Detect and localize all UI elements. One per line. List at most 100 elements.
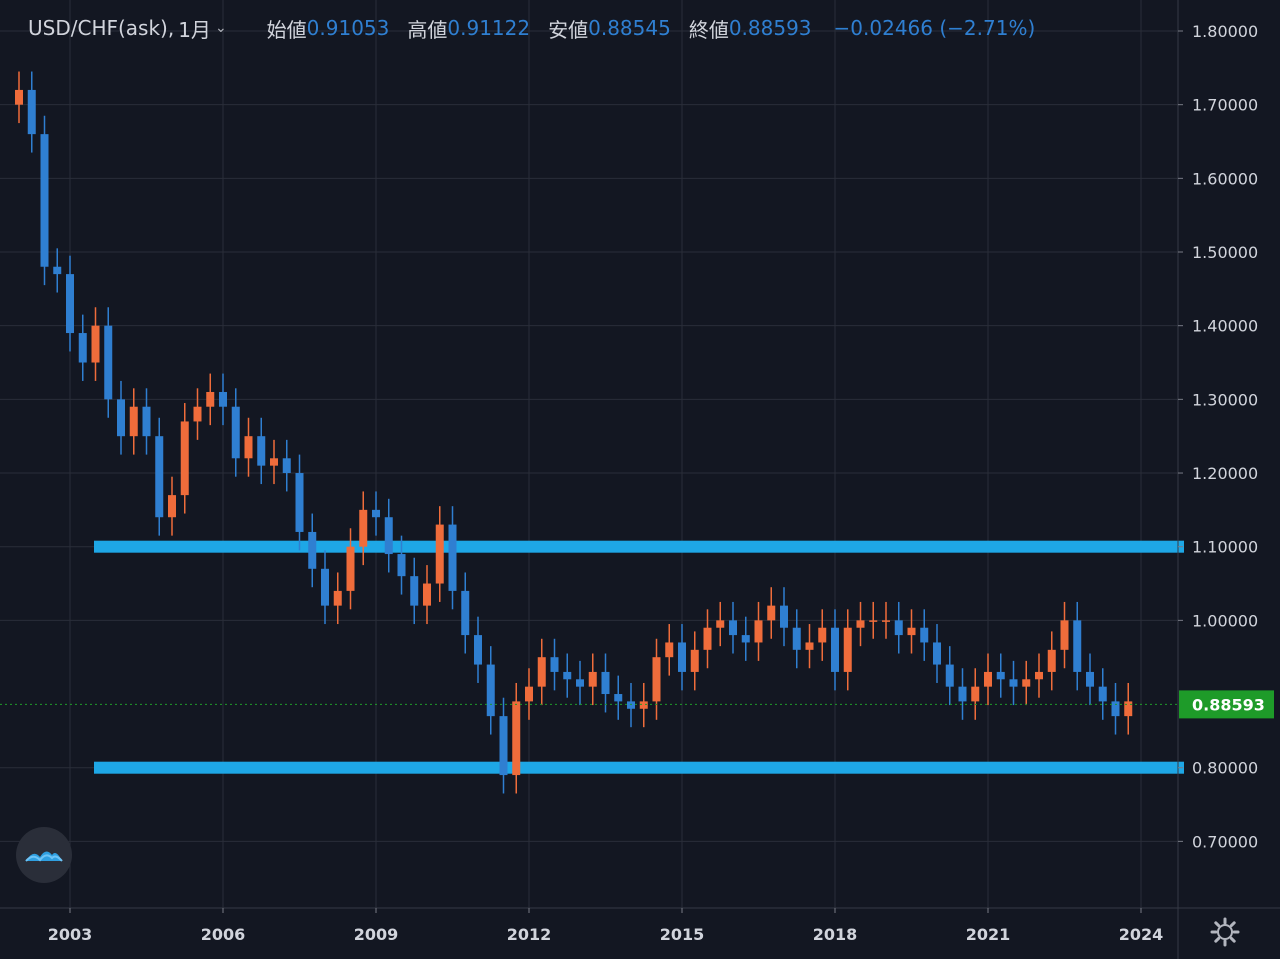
candle-body (525, 686, 533, 702)
candle-body (410, 576, 419, 606)
change-value: −0.02466 (−2.71%) (833, 16, 1036, 40)
time-tick-label: 2003 (48, 925, 93, 944)
candle-body (716, 620, 725, 628)
candle-body (729, 620, 737, 636)
time-tick-label: 2021 (966, 925, 1011, 944)
candle-body (767, 605, 776, 621)
open-value: 0.91053 (306, 16, 390, 40)
candle-body (576, 679, 584, 687)
candle-body (219, 391, 227, 407)
time-tick-label: 2012 (507, 925, 552, 944)
candle-body (665, 642, 674, 658)
price-tick-label: 1.30000 (1192, 390, 1258, 409)
candle-body (397, 554, 406, 577)
candle-body (933, 642, 941, 665)
candle-body (805, 642, 814, 650)
candle-body (869, 620, 878, 622)
candle-body (231, 406, 240, 459)
candle-body (627, 701, 635, 709)
candle-body (474, 635, 482, 665)
high-label: 高値 (407, 17, 448, 42)
horizontal-level-line (94, 540, 1184, 553)
candle-body (295, 473, 304, 532)
candle-body (53, 266, 62, 275)
interval-label[interactable]: 1月 (178, 17, 211, 42)
candle-body (142, 406, 151, 437)
candle-body (104, 325, 113, 400)
candle-body (792, 627, 801, 650)
candle-body (882, 620, 890, 622)
candle-body (639, 701, 648, 709)
gear-icon[interactable] (1208, 915, 1242, 949)
candle-body (308, 531, 317, 569)
tradingview-logo-icon[interactable] (16, 827, 72, 883)
candle-body (257, 436, 266, 466)
price-tick-label: 1.80000 (1192, 22, 1258, 41)
price-tick-label: 1.70000 (1192, 96, 1258, 115)
candle-body (372, 509, 380, 518)
price-tick-label: 1.20000 (1192, 464, 1258, 483)
candle-body (958, 686, 967, 702)
candle-body (244, 436, 253, 459)
candle-body (1022, 679, 1031, 687)
candle-body (499, 716, 508, 776)
candle-body (984, 671, 992, 687)
candle-body (461, 590, 470, 636)
last-price-badge (1179, 690, 1274, 719)
candle-body (907, 627, 916, 636)
candle-body (780, 605, 788, 628)
last-price-label: 0.88593 (1192, 695, 1265, 714)
candle-body (703, 627, 712, 650)
candle-body (423, 583, 431, 606)
horizontal-level-line (94, 761, 1184, 774)
candle-body (155, 436, 164, 518)
candle-body (346, 546, 355, 591)
time-tick-label: 2009 (354, 925, 399, 944)
candle-body (91, 325, 100, 363)
time-tick-label: 2015 (660, 925, 705, 944)
candle-body (754, 620, 763, 643)
price-tick-label: 1.10000 (1192, 538, 1258, 557)
candle-body (856, 620, 865, 628)
price-tick-label: 1.40000 (1192, 317, 1258, 336)
open-label: 始値 (266, 17, 307, 42)
candle-body (843, 627, 852, 672)
candle-body (66, 274, 74, 334)
candle-body (40, 134, 49, 267)
candle-body (1098, 686, 1107, 702)
candle-body (945, 664, 954, 687)
low-label: 安値 (548, 17, 589, 42)
candle-body (359, 509, 368, 547)
high-value: 0.91122 (447, 16, 531, 40)
candle-body (601, 671, 610, 695)
candle-body (448, 524, 457, 591)
symbol-label[interactable]: USD/CHF(ask), (28, 16, 175, 40)
candle-body (333, 590, 342, 606)
chevron-down-icon[interactable]: ⌄ (214, 20, 227, 36)
chart-header: USD/CHF(ask), 1月 ⌄ 始値 0.91053 高値 0.91122… (28, 12, 1035, 44)
candle-body (1111, 701, 1120, 717)
candle-body (486, 664, 495, 717)
candle-body (206, 391, 215, 407)
candle-body (27, 89, 36, 135)
candle-body (971, 686, 980, 702)
candle-body (1047, 649, 1056, 672)
candle-body (435, 524, 444, 584)
candle-body (920, 627, 929, 643)
candle-body (678, 642, 686, 672)
low-value: 0.88545 (588, 16, 671, 40)
price-tick-label: 0.80000 (1192, 759, 1258, 778)
price-tick-label: 0.70000 (1192, 832, 1258, 851)
candle-body (831, 627, 839, 672)
candle-body (1060, 620, 1069, 650)
time-tick-label: 2018 (813, 925, 858, 944)
candle-body (321, 568, 329, 606)
candle-body (588, 671, 597, 687)
candle-body (550, 657, 559, 672)
candle-body (168, 495, 176, 518)
candle-body (78, 333, 87, 363)
candle-body (117, 399, 125, 437)
candle-body (180, 421, 189, 496)
price-tick-label: 1.50000 (1192, 243, 1258, 262)
